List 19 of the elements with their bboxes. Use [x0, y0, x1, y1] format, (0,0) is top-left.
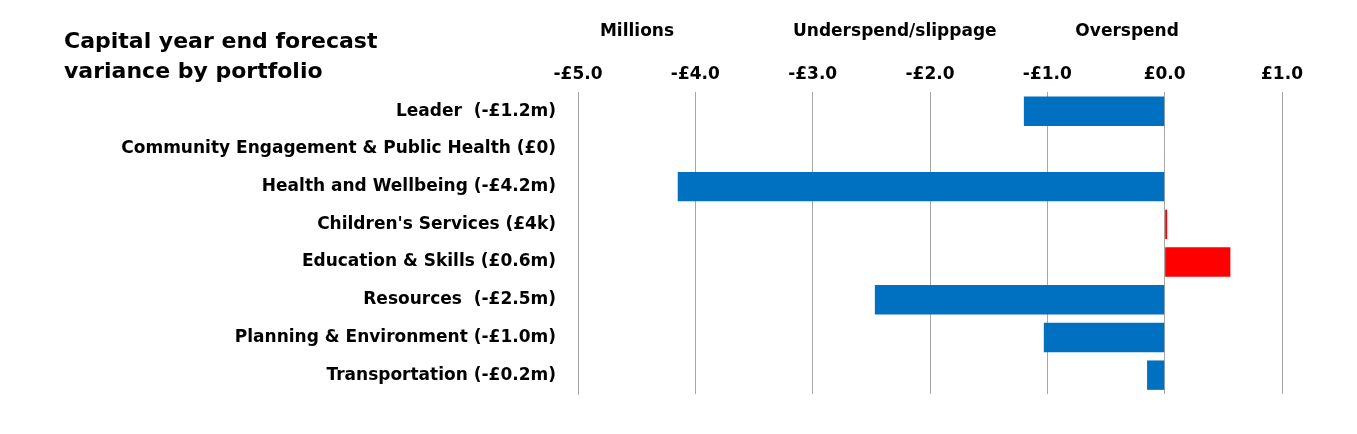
text: Capital year end forecast variance by portfolio — [64, 27, 379, 85]
x-tick-label: -£1.0 — [1022, 62, 1072, 83]
x-tick-label: £1.0 — [1261, 62, 1304, 83]
y-tick-label: Education & Skills (£0.6m) — [301, 250, 556, 271]
text: Overspend — [1075, 20, 1179, 41]
y-tick-label: Leader (-£1.2m) — [395, 99, 556, 120]
y-tick-label: Health and Wellbeing (-£4.2m) — [261, 175, 556, 196]
y-tick-label: Community Engagement & Public Health (£0) — [121, 137, 556, 158]
x-tick-label: -£2.0 — [905, 62, 955, 83]
x-tick-label: -£3.0 — [788, 62, 838, 83]
x-tick-label: -£4.0 — [670, 62, 720, 83]
x-tick-label: -£5.0 — [553, 62, 603, 83]
y-tick-label: Resources (-£2.5m) — [363, 288, 556, 309]
x-tick-label: £0.0 — [1143, 62, 1186, 83]
x-axis-title: Millions — [599, 20, 675, 41]
y-tick-label: Children's Services (£4k) — [317, 212, 556, 233]
text: Underspend/slippage — [793, 20, 997, 41]
y-tick-label: Transportation (-£0.2m) — [326, 363, 556, 384]
y-tick-label: Planning & Environment (-£1.0m) — [234, 325, 556, 346]
